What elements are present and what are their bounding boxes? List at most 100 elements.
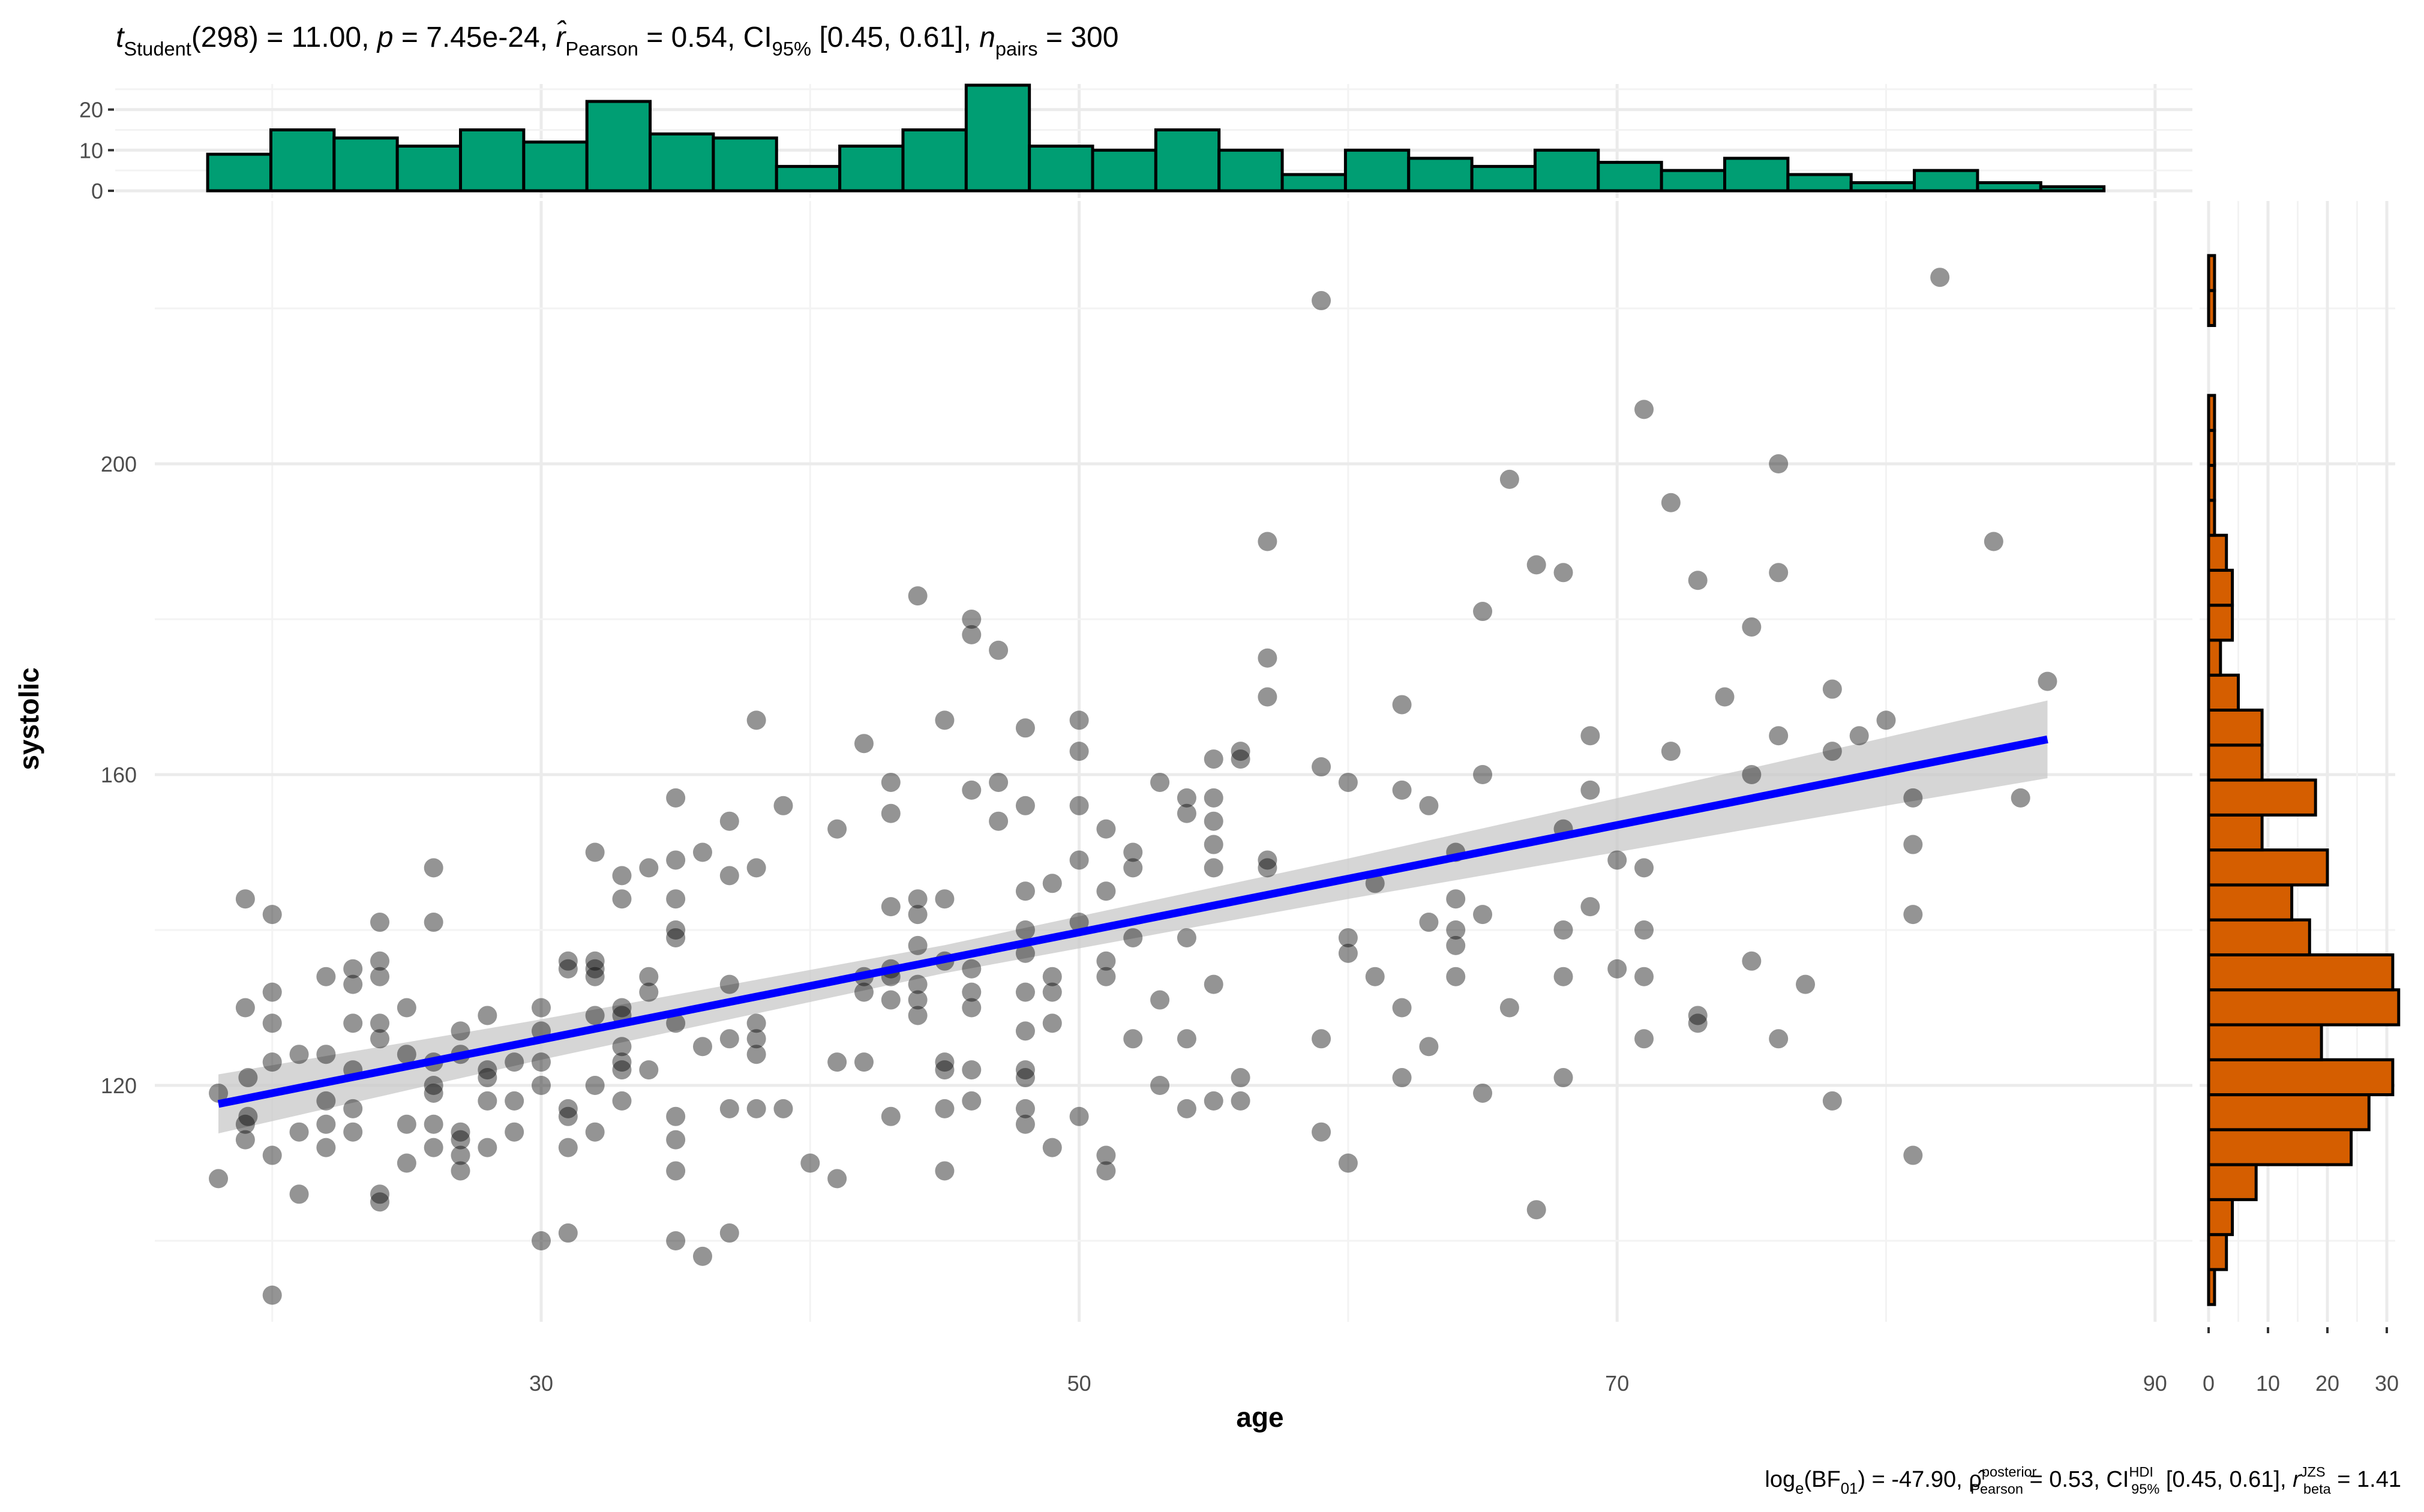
data-point xyxy=(1069,796,1089,815)
data-point xyxy=(1204,788,1223,808)
data-point xyxy=(1849,726,1869,746)
data-point xyxy=(1634,400,1654,419)
data-point xyxy=(1150,990,1170,1010)
y-axis-title: systolic xyxy=(13,667,44,770)
data-point xyxy=(746,858,766,878)
data-point xyxy=(612,1091,632,1111)
data-point xyxy=(289,1122,309,1142)
data-point xyxy=(585,1122,605,1142)
data-point xyxy=(773,796,793,815)
data-point xyxy=(1473,602,1493,622)
top-hist-bar xyxy=(964,83,1031,193)
right-hist-bar xyxy=(2207,1093,2371,1132)
top-hist-y-tick-label: 0 xyxy=(91,179,103,203)
data-point xyxy=(585,1006,605,1025)
data-point xyxy=(612,866,632,886)
data-point xyxy=(962,625,982,644)
text-segment: (BF xyxy=(1804,1467,1840,1492)
data-point xyxy=(1042,982,1062,1002)
data-point xyxy=(1338,1153,1358,1173)
top-hist-bar xyxy=(2039,185,2106,193)
data-point xyxy=(558,959,578,979)
right-hist-x-tick-label: 0 xyxy=(2203,1371,2215,1396)
data-point xyxy=(370,1013,390,1033)
data-point xyxy=(692,1246,712,1266)
right-marginal-histogram xyxy=(2207,254,2401,1306)
data-point xyxy=(935,1161,955,1181)
data-point xyxy=(666,788,686,808)
data-point xyxy=(1553,563,1573,583)
right-hist-bar xyxy=(2207,533,2228,572)
data-point xyxy=(746,1045,766,1064)
top-hist-bar xyxy=(332,136,399,193)
text-segment: ) = -47.90, xyxy=(1858,1467,1969,1492)
data-point xyxy=(1553,1068,1573,1088)
data-point xyxy=(1069,742,1089,761)
data-point xyxy=(1258,687,1277,707)
data-point xyxy=(209,1169,229,1189)
data-point xyxy=(908,1006,928,1025)
data-point xyxy=(1392,998,1412,1018)
data-point xyxy=(1446,935,1466,955)
text-segment: = 0.53, CI xyxy=(2023,1467,2129,1492)
data-point xyxy=(316,1114,336,1134)
scatter-points xyxy=(209,268,2057,1305)
x-tick-label: 30 xyxy=(529,1371,553,1396)
data-point xyxy=(558,1138,578,1157)
data-point xyxy=(289,1045,309,1064)
data-point xyxy=(773,1099,793,1118)
data-point xyxy=(1742,951,1762,971)
data-point xyxy=(397,1114,416,1134)
right-hist-bar xyxy=(2207,1023,2323,1061)
data-point xyxy=(478,1091,497,1111)
data-point xyxy=(1069,913,1089,932)
top-hist-bar xyxy=(712,136,778,193)
data-point xyxy=(1526,1200,1546,1220)
top-hist-bar xyxy=(585,100,652,193)
top-hist-bar xyxy=(206,152,272,193)
data-point xyxy=(1096,1145,1116,1165)
data-point xyxy=(1123,842,1143,862)
data-point xyxy=(666,1106,686,1126)
data-point xyxy=(451,1122,470,1142)
data-point xyxy=(1204,974,1223,994)
data-point xyxy=(1204,749,1223,769)
data-point xyxy=(1742,617,1762,637)
data-point xyxy=(505,1091,524,1111)
data-point xyxy=(1123,928,1143,947)
data-point xyxy=(370,913,390,932)
data-point xyxy=(719,1223,739,1243)
x-axis-title: age xyxy=(1236,1402,1283,1433)
right-hist-bar xyxy=(2207,394,2216,432)
data-point xyxy=(1015,1114,1035,1134)
data-point xyxy=(1042,874,1062,893)
right-hist-bar xyxy=(2207,1163,2258,1201)
data-point xyxy=(1769,454,1789,473)
data-point xyxy=(478,1060,497,1080)
top-hist-bar xyxy=(1217,148,1284,193)
data-point xyxy=(1607,959,1627,979)
data-point xyxy=(1015,881,1035,901)
data-point xyxy=(1903,1145,1923,1165)
plot-subtitle-statistics: tStudent(298) = 11.00, p = 7.45e-24, r̂P… xyxy=(116,20,1118,59)
data-point xyxy=(1015,1099,1035,1118)
data-point xyxy=(451,1021,470,1041)
right-hist-x-tick-label: 20 xyxy=(2315,1371,2339,1396)
data-point xyxy=(1096,881,1116,901)
right-hist-bar xyxy=(2207,673,2240,712)
data-point xyxy=(746,1099,766,1118)
data-point xyxy=(1204,858,1223,878)
top-hist-bar xyxy=(1091,148,1157,193)
data-point xyxy=(1069,850,1089,870)
text-segment: = 7.45e-24, xyxy=(394,22,556,53)
data-point xyxy=(639,858,659,878)
subscript: Pearson xyxy=(1970,1481,2023,1496)
data-point xyxy=(316,967,336,986)
y-tick-label: 120 xyxy=(101,1073,137,1098)
data-point xyxy=(908,990,928,1010)
data-point xyxy=(666,1231,686,1250)
data-point xyxy=(397,998,416,1018)
data-point xyxy=(532,1231,551,1250)
data-point xyxy=(1177,1099,1196,1118)
